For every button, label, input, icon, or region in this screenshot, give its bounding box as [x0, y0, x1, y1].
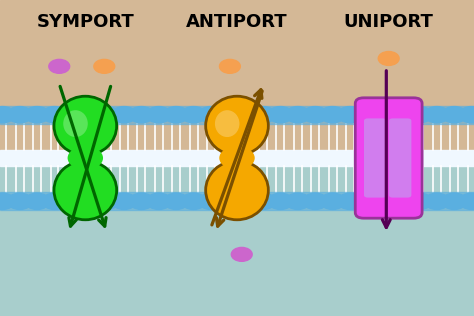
Circle shape	[319, 192, 346, 210]
FancyBboxPatch shape	[389, 118, 411, 198]
Circle shape	[302, 192, 328, 210]
Circle shape	[93, 106, 120, 124]
Circle shape	[337, 106, 363, 124]
Circle shape	[146, 106, 172, 124]
Circle shape	[41, 192, 68, 210]
Circle shape	[458, 192, 474, 210]
Circle shape	[267, 192, 294, 210]
Bar	[0, 150, 474, 166]
Text: SYMPORT: SYMPORT	[36, 13, 134, 31]
Circle shape	[0, 192, 16, 210]
Circle shape	[0, 106, 16, 124]
Circle shape	[389, 106, 415, 124]
Circle shape	[94, 59, 115, 73]
FancyBboxPatch shape	[355, 98, 422, 218]
Bar	[0, 192, 474, 210]
Circle shape	[76, 192, 102, 210]
Bar	[0, 106, 474, 124]
Ellipse shape	[54, 96, 117, 155]
Circle shape	[24, 192, 50, 210]
Circle shape	[180, 192, 207, 210]
Circle shape	[389, 192, 415, 210]
Circle shape	[128, 192, 155, 210]
Circle shape	[267, 106, 294, 124]
Circle shape	[424, 192, 450, 210]
Ellipse shape	[219, 146, 255, 170]
Ellipse shape	[206, 96, 268, 155]
Circle shape	[93, 192, 120, 210]
Circle shape	[24, 106, 50, 124]
Circle shape	[163, 106, 190, 124]
Circle shape	[372, 106, 398, 124]
Circle shape	[231, 247, 252, 261]
Circle shape	[337, 192, 363, 210]
Circle shape	[232, 192, 259, 210]
Circle shape	[219, 59, 240, 73]
Circle shape	[49, 59, 70, 73]
Circle shape	[215, 192, 242, 210]
Circle shape	[372, 192, 398, 210]
Ellipse shape	[215, 110, 239, 137]
Circle shape	[354, 192, 381, 210]
FancyBboxPatch shape	[364, 118, 386, 198]
Circle shape	[250, 106, 276, 124]
Circle shape	[406, 192, 433, 210]
Circle shape	[7, 106, 33, 124]
Circle shape	[302, 106, 328, 124]
Bar	[0, 158, 474, 316]
Text: ANTIPORT: ANTIPORT	[186, 13, 288, 31]
Circle shape	[215, 106, 242, 124]
Circle shape	[111, 192, 137, 210]
Circle shape	[146, 192, 172, 210]
Ellipse shape	[54, 161, 117, 220]
Text: UNIPORT: UNIPORT	[344, 13, 434, 31]
Circle shape	[441, 192, 467, 210]
Circle shape	[59, 106, 85, 124]
Circle shape	[128, 106, 155, 124]
Circle shape	[59, 192, 85, 210]
Circle shape	[319, 106, 346, 124]
Circle shape	[111, 106, 137, 124]
Circle shape	[441, 106, 467, 124]
Circle shape	[424, 106, 450, 124]
Circle shape	[250, 192, 276, 210]
Ellipse shape	[63, 110, 88, 137]
Ellipse shape	[68, 146, 103, 170]
Circle shape	[163, 192, 190, 210]
Circle shape	[76, 106, 102, 124]
Circle shape	[198, 192, 224, 210]
Bar	[0, 0, 474, 158]
Circle shape	[458, 106, 474, 124]
Circle shape	[378, 52, 399, 65]
Circle shape	[232, 106, 259, 124]
Circle shape	[198, 106, 224, 124]
Circle shape	[180, 106, 207, 124]
Circle shape	[284, 106, 311, 124]
Ellipse shape	[206, 161, 268, 220]
Circle shape	[7, 192, 33, 210]
Circle shape	[406, 106, 433, 124]
Circle shape	[354, 106, 381, 124]
Circle shape	[41, 106, 68, 124]
Circle shape	[284, 192, 311, 210]
